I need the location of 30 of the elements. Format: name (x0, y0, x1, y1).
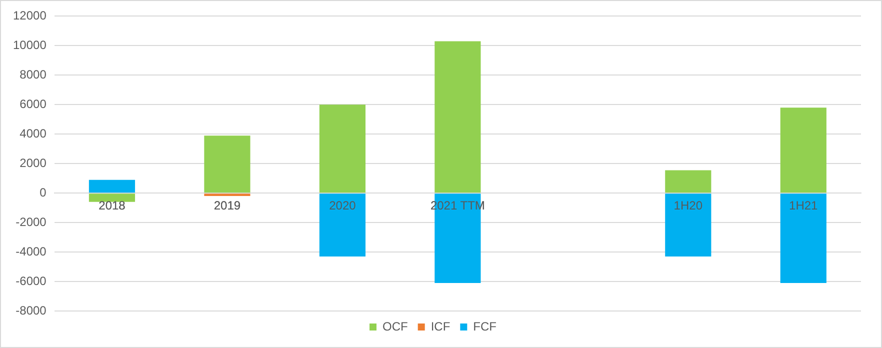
bar (665, 170, 712, 193)
bar (88, 194, 136, 202)
bar (434, 41, 481, 193)
y-tick-label: 12000 (12, 8, 47, 23)
y-tick-label: -2000 (16, 214, 47, 229)
x-tick-label: 1H21 (789, 198, 818, 213)
x-tick-label: 2020 (329, 198, 356, 213)
y-tick-label: 2000 (20, 156, 47, 170)
legend-label: FCF (473, 319, 496, 334)
y-tick-label: 0 (40, 185, 47, 200)
y-tick-label: -6000 (16, 274, 47, 288)
bar (204, 136, 250, 193)
y-tick-label: 10000 (12, 38, 47, 52)
bar (780, 194, 826, 283)
legend-label: ICF (430, 319, 450, 334)
bar (319, 194, 366, 256)
y-tick-label: 6000 (20, 96, 47, 111)
bar (319, 104, 366, 193)
x-tick-label: 2018 (98, 198, 126, 213)
y-tick-label: 4000 (20, 126, 47, 140)
bar (665, 194, 712, 256)
y-tick-label: 8000 (20, 67, 47, 82)
bar (88, 180, 136, 193)
x-tick-label: 1H20 (674, 198, 703, 213)
y-tick-label: -4000 (16, 244, 47, 258)
bar (204, 194, 250, 196)
y-tick-label: -8000 (16, 303, 47, 318)
legend-label: OCF (382, 319, 408, 334)
x-tick-label: 2019 (214, 198, 241, 213)
bar (780, 108, 826, 193)
